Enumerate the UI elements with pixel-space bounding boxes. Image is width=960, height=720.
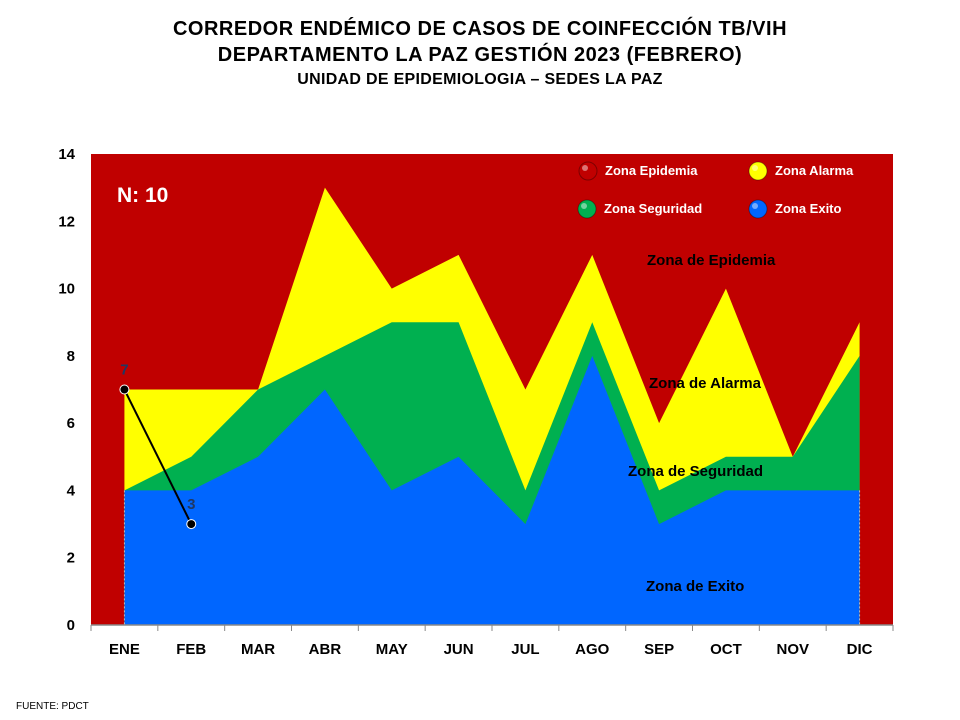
legend-item-zona-seguridad-marker — [577, 199, 597, 219]
legend-item-zona-exito-marker-shine — [752, 203, 758, 209]
zone-label-seguridad: Zona de Seguridad — [628, 463, 763, 480]
chart-unit-title: UNIDAD DE EPIDEMIOLOGIA – SEDES LA PAZ — [297, 71, 663, 88]
x-tick-label: NOV — [776, 641, 809, 658]
x-tick-label: DIC — [847, 641, 873, 658]
source-note: FUENTE: PDCT — [16, 701, 89, 712]
legend-item-zona-epidemia-marker-shine — [582, 165, 588, 171]
y-tick-label: 12 — [58, 213, 75, 230]
chart-subtitle: DEPARTAMENTO LA PAZ GESTIÓN 2023 (FEBRER… — [217, 44, 743, 66]
x-tick-label: FEB — [176, 641, 206, 658]
x-tick-label: JUL — [511, 641, 539, 658]
y-tick-label: 0 — [67, 617, 75, 634]
x-tick-label: JUN — [444, 641, 474, 658]
series-area-zona-exito — [124, 355, 860, 625]
legend-item-zona-seguridad-label: Zona Seguridad — [604, 201, 702, 216]
x-tick-label: SEP — [644, 641, 674, 658]
cases-data-label: 3 — [187, 496, 195, 513]
x-tick-label: AGO — [575, 641, 610, 658]
cases-data-label: 7 — [120, 362, 128, 379]
zone-label-alarma: Zona de Alarma — [649, 375, 762, 392]
legend-item-zona-epidemia-marker — [578, 161, 598, 181]
chart-title: CORREDOR ENDÉMICO DE CASOS DE COINFECCIÓ… — [172, 18, 788, 40]
y-tick-label: 8 — [67, 348, 75, 365]
legend-item-zona-seguridad-marker-shine — [581, 203, 587, 209]
legend-item-zona-alarma-marker-shine — [752, 165, 758, 171]
x-tick-label: MAY — [376, 641, 408, 658]
y-tick-label: 14 — [58, 146, 75, 163]
cases-point — [186, 519, 197, 530]
x-tick-label: MAR — [241, 641, 275, 658]
legend-item-zona-epidemia-label: Zona Epidemia — [605, 163, 698, 178]
zone-label-exito: Zona de Exito — [646, 578, 744, 595]
n-label: N: 10 — [117, 184, 168, 207]
cases-line — [123, 389, 193, 525]
cases-point — [119, 384, 130, 395]
x-tick-label: ABR — [309, 641, 342, 658]
legend-item-zona-exito-label: Zona Exito — [775, 201, 842, 216]
x-tick-label: OCT — [710, 641, 742, 658]
legend-item-zona-alarma-marker — [748, 161, 768, 181]
legend-item-zona-exito-marker — [748, 199, 768, 219]
y-tick-label: 4 — [67, 482, 76, 499]
y-tick-label: 2 — [67, 550, 75, 567]
x-tick-label: ENE — [109, 641, 140, 658]
legend-item-zona-alarma-label: Zona Alarma — [775, 163, 854, 178]
y-tick-label: 10 — [58, 281, 75, 298]
y-tick-label: 6 — [67, 415, 75, 432]
zone-label-epidemia: Zona de Epidemia — [647, 252, 776, 269]
